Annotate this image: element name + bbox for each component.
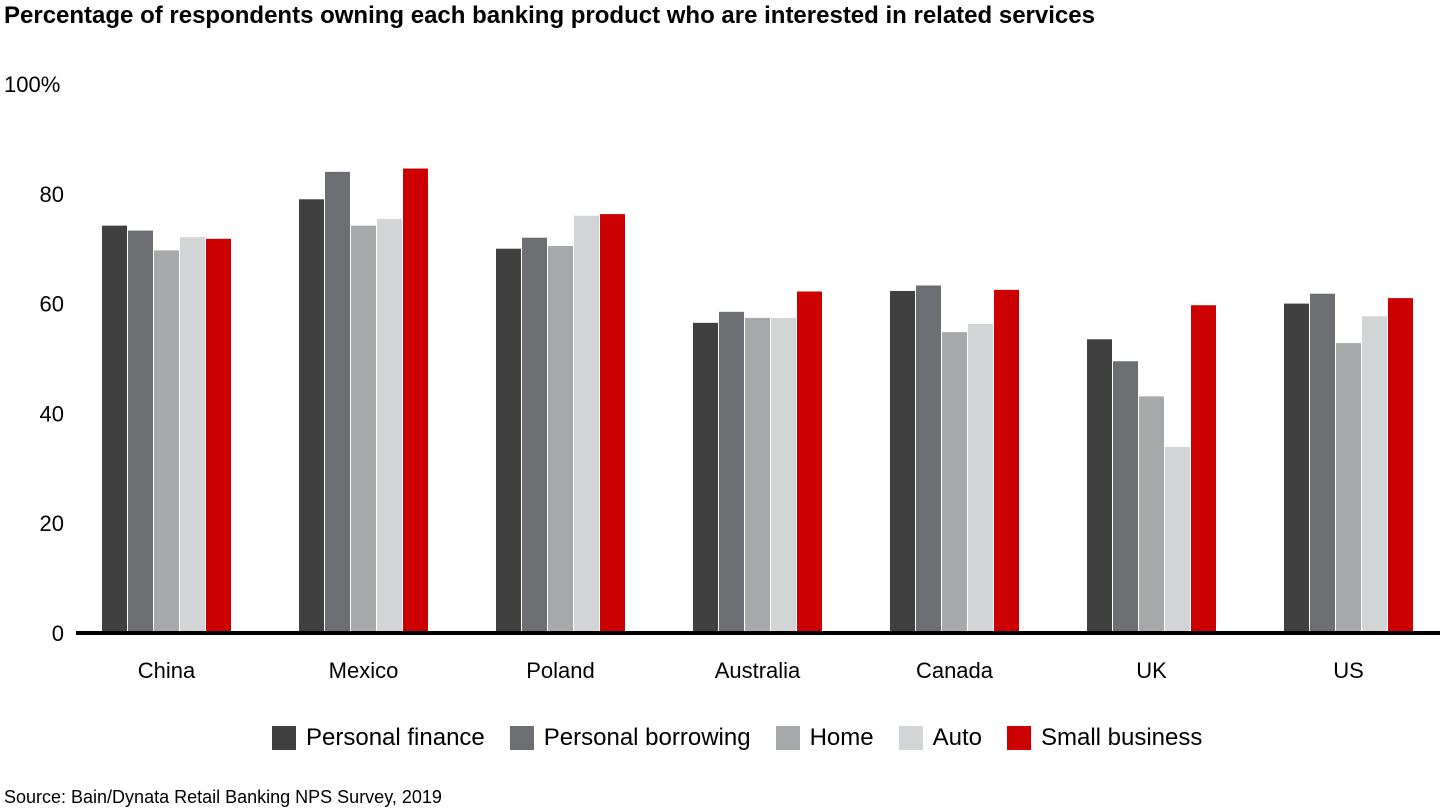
- bar: [797, 291, 822, 633]
- bars: [102, 168, 1413, 634]
- legend-label: Personal borrowing: [543, 724, 751, 751]
- chart-title: Percentage of respondents owning each ba…: [4, 2, 1095, 29]
- legend-swatch: [272, 726, 296, 750]
- bar-group-china: [102, 225, 231, 634]
- legend-swatch: [898, 726, 923, 750]
- bar: [916, 285, 941, 633]
- bar: [1113, 361, 1138, 633]
- x-tick-label: UK: [1136, 658, 1167, 683]
- bar-group-us: [1284, 293, 1413, 633]
- bar: [1336, 343, 1361, 633]
- bar: [574, 215, 599, 633]
- legend-swatch: [1006, 726, 1031, 750]
- legend-swatch: [775, 726, 800, 750]
- legend-item: Home: [775, 724, 874, 752]
- source-note: Source: Bain/Dynata Retail Banking NPS S…: [4, 787, 442, 807]
- bar: [890, 290, 915, 633]
- bar: [102, 225, 127, 633]
- bar: [1139, 396, 1164, 633]
- bar: [128, 230, 153, 633]
- legend-label: Small business: [1040, 724, 1203, 751]
- bar: [548, 245, 573, 633]
- y-tick-label: 80: [40, 182, 64, 207]
- x-tick-label: Canada: [916, 658, 994, 683]
- bar: [1310, 293, 1335, 633]
- bar: [745, 317, 770, 633]
- legend-label: Home: [809, 724, 874, 751]
- bar: [1388, 298, 1413, 633]
- y-tick-label: 0: [52, 621, 64, 646]
- bar: [600, 214, 625, 633]
- bar: [154, 250, 179, 634]
- legend: Personal finance Personal borrowing Home Au…: [272, 724, 1227, 752]
- bar-group-australia: [693, 291, 822, 633]
- bar: [325, 171, 350, 633]
- bar: [1362, 316, 1387, 633]
- bar: [403, 168, 428, 633]
- bar: [968, 323, 993, 633]
- bar: [180, 237, 205, 633]
- bar: [719, 311, 744, 633]
- legend-item: Personal finance: [272, 724, 485, 752]
- bar: [1165, 446, 1190, 633]
- bar-group-canada: [890, 285, 1019, 633]
- bar: [1284, 303, 1309, 633]
- legend-item: Auto: [898, 724, 982, 752]
- bar-group-mexico: [299, 168, 428, 634]
- x-tick-label: Poland: [526, 658, 595, 683]
- bar-group-poland: [496, 214, 625, 633]
- y-tick-label: 60: [40, 292, 64, 317]
- legend-label: Auto: [932, 724, 982, 751]
- y-tick-label: 100%: [4, 72, 60, 97]
- bar: [771, 317, 796, 633]
- bar: [496, 248, 521, 633]
- y-tick-label: 40: [40, 401, 64, 426]
- legend-item: Personal borrowing: [509, 724, 751, 752]
- legend-item: Small business: [1006, 724, 1203, 752]
- x-axis: China Mexico Poland Australia Canada UK US: [138, 658, 1364, 683]
- bar: [206, 238, 231, 633]
- bar-chart: 0 20 40 60 80 100% China Mexico Poland Australia…: [4, 72, 1440, 683]
- bar-group-uk: [1087, 305, 1216, 633]
- bar: [351, 225, 376, 633]
- bar: [994, 289, 1019, 633]
- x-tick-label: Australia: [715, 658, 801, 683]
- x-tick-label: China: [138, 658, 196, 683]
- y-tick-label: 20: [40, 511, 64, 536]
- bar: [299, 199, 324, 634]
- bar: [693, 322, 718, 633]
- bar: [1191, 305, 1216, 633]
- x-tick-label: US: [1333, 658, 1364, 683]
- legend-label: Personal finance: [306, 724, 485, 751]
- x-tick-label: Mexico: [329, 658, 399, 683]
- bar: [522, 237, 547, 633]
- bar: [942, 332, 967, 633]
- bar: [1087, 339, 1112, 633]
- legend-swatch: [509, 726, 534, 750]
- y-axis: 0 20 40 60 80 100%: [4, 72, 64, 646]
- bar: [377, 219, 402, 633]
